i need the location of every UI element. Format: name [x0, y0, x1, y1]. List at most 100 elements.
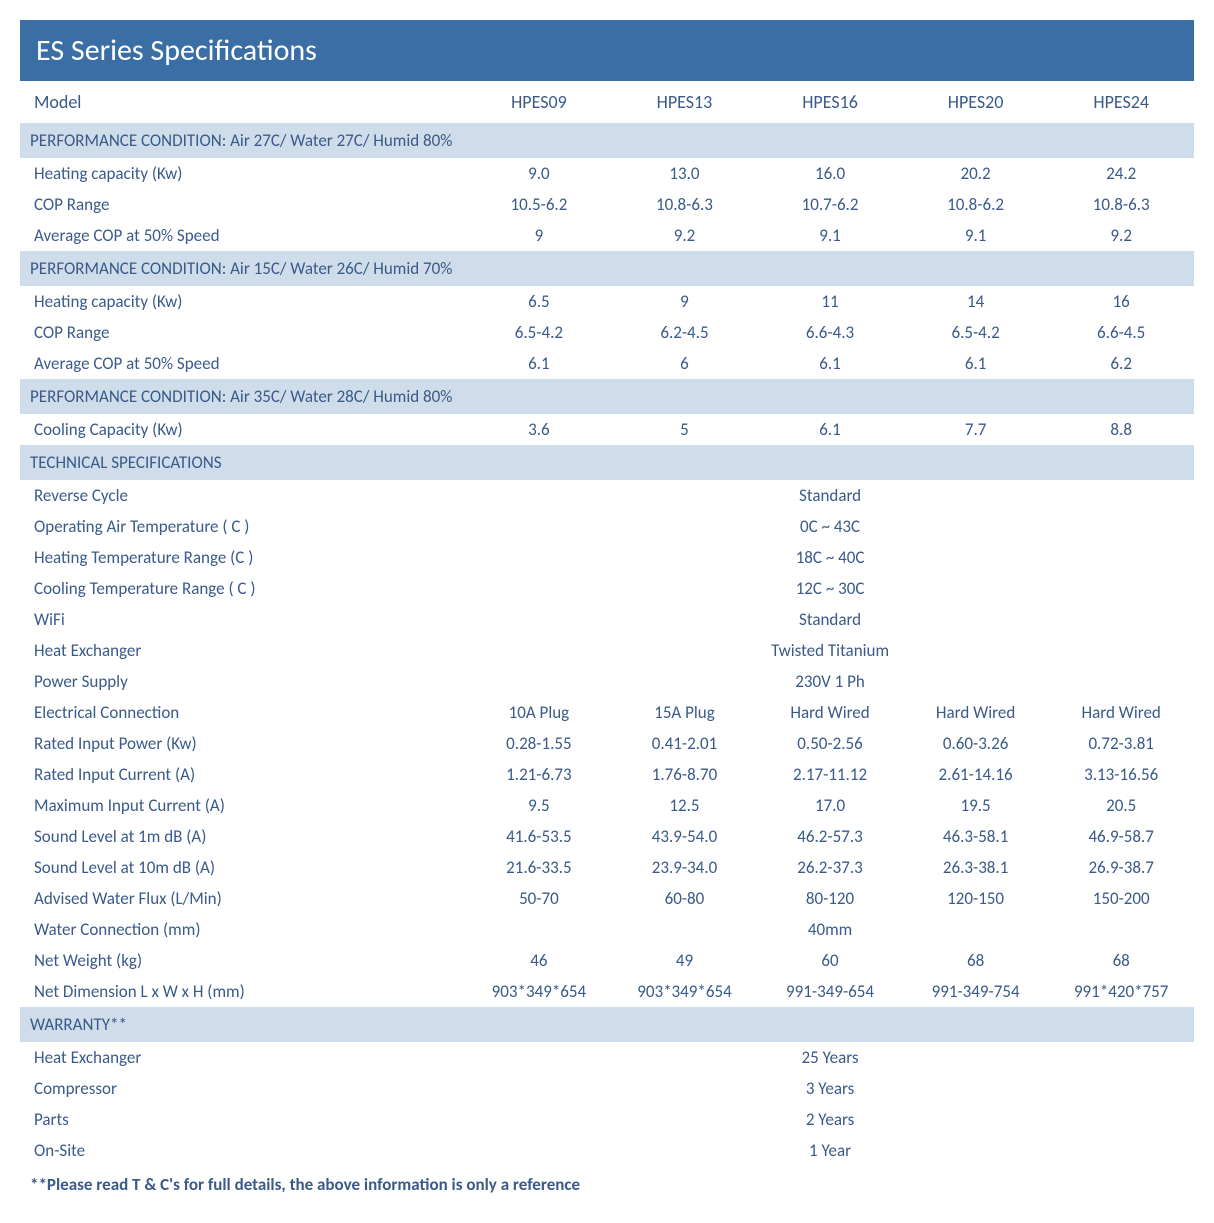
- data-row: Heating capacity (Kw)6.59111416: [20, 286, 1194, 317]
- data-row: Sound Level at 10m dB (A)21.6-33.523.9-3…: [20, 852, 1194, 883]
- row-label: Advised Water Flux (L/Min): [20, 883, 466, 914]
- row-value-2: 11: [757, 286, 903, 317]
- row-value-3: 6.1: [903, 348, 1049, 379]
- data-row: COP Range10.5-6.210.8-6.310.7-6.210.8-6.…: [20, 189, 1194, 220]
- data-row: Sound Level at 1m dB (A)41.6-53.543.9-54…: [20, 821, 1194, 852]
- row-value-1: 6: [612, 348, 758, 379]
- row-value-0: 1.21-6.73: [466, 759, 612, 790]
- row-value-1: 903*349*654: [612, 976, 758, 1007]
- model-column-3: HPES20: [903, 81, 1049, 123]
- data-row: Heat ExchangerTwisted Titanium: [20, 635, 1194, 666]
- row-label: Heating Temperature Range (C ): [20, 542, 466, 573]
- section-heading-text: PERFORMANCE CONDITION: Air 27C/ Water 27…: [20, 123, 1194, 158]
- row-value-3: 120-150: [903, 883, 1049, 914]
- table-title: ES Series Specifications: [20, 20, 1194, 81]
- specifications-table: ES Series SpecificationsModelHPES09HPES1…: [20, 20, 1194, 1203]
- row-value-0: 6.1: [466, 348, 612, 379]
- row-label: Rated Input Current (A): [20, 759, 466, 790]
- table-title-row: ES Series Specifications: [20, 20, 1194, 81]
- section-heading-1: PERFORMANCE CONDITION: Air 15C/ Water 26…: [20, 251, 1194, 286]
- row-label: Sound Level at 10m dB (A): [20, 852, 466, 883]
- row-value-1: 12.5: [612, 790, 758, 821]
- row-value-1: 15A Plug: [612, 697, 758, 728]
- row-span-value: Standard: [466, 604, 1194, 635]
- data-row: Electrical Connection10A Plug15A PlugHar…: [20, 697, 1194, 728]
- row-value-0: 6.5: [466, 286, 612, 317]
- row-value-4: 9.2: [1048, 220, 1194, 251]
- row-value-3: 2.61-14.16: [903, 759, 1049, 790]
- row-value-0: 9.5: [466, 790, 612, 821]
- row-value-3: 68: [903, 945, 1049, 976]
- section-heading-text: TECHNICAL SPECIFICATIONS: [20, 445, 1194, 480]
- row-value-1: 9: [612, 286, 758, 317]
- data-row: Heating Temperature Range (C )18C ~ 40C: [20, 542, 1194, 573]
- data-row: COP Range6.5-4.26.2-4.56.6-4.36.5-4.26.6…: [20, 317, 1194, 348]
- row-value-3: 10.8-6.2: [903, 189, 1049, 220]
- row-value-1: 1.76-8.70: [612, 759, 758, 790]
- row-value-1: 13.0: [612, 158, 758, 189]
- section-heading-0: PERFORMANCE CONDITION: Air 27C/ Water 27…: [20, 123, 1194, 158]
- data-row: Parts2 Years: [20, 1104, 1194, 1135]
- row-value-4: 0.72-3.81: [1048, 728, 1194, 759]
- section-heading-2: PERFORMANCE CONDITION: Air 35C/ Water 28…: [20, 379, 1194, 414]
- row-span-value: 3 Years: [466, 1073, 1194, 1104]
- row-label: Heating capacity (Kw): [20, 286, 466, 317]
- row-value-2: 17.0: [757, 790, 903, 821]
- model-header-row: ModelHPES09HPES13HPES16HPES20HPES24: [20, 81, 1194, 123]
- row-label: On-Site: [20, 1135, 466, 1166]
- data-row: Average COP at 50% Speed99.29.19.19.2: [20, 220, 1194, 251]
- row-span-value: Standard: [466, 480, 1194, 511]
- data-row: Compressor3 Years: [20, 1073, 1194, 1104]
- row-value-3: 991-349-754: [903, 976, 1049, 1007]
- data-row: Rated Input Power (Kw)0.28-1.550.41-2.01…: [20, 728, 1194, 759]
- row-value-0: 0.28-1.55: [466, 728, 612, 759]
- row-label: Average COP at 50% Speed: [20, 220, 466, 251]
- row-label: COP Range: [20, 189, 466, 220]
- row-span-value: 18C ~ 40C: [466, 542, 1194, 573]
- row-label: Water Connection (mm): [20, 914, 466, 945]
- row-label: WiFi: [20, 604, 466, 635]
- data-row: On-Site1 Year: [20, 1135, 1194, 1166]
- row-span-value: Twisted Titanium: [466, 635, 1194, 666]
- row-label: Reverse Cycle: [20, 480, 466, 511]
- row-label: Average COP at 50% Speed: [20, 348, 466, 379]
- model-column-2: HPES16: [757, 81, 903, 123]
- row-span-value: 12C ~ 30C: [466, 573, 1194, 604]
- data-row: Net Weight (kg)4649606868: [20, 945, 1194, 976]
- row-label: Sound Level at 1m dB (A): [20, 821, 466, 852]
- row-value-4: 150-200: [1048, 883, 1194, 914]
- row-value-2: 991-349-654: [757, 976, 903, 1007]
- row-value-0: 9: [466, 220, 612, 251]
- row-value-1: 49: [612, 945, 758, 976]
- row-value-4: 26.9-38.7: [1048, 852, 1194, 883]
- row-value-0: 903*349*654: [466, 976, 612, 1007]
- row-value-2: 16.0: [757, 158, 903, 189]
- row-value-0: 6.5-4.2: [466, 317, 612, 348]
- row-label: Compressor: [20, 1073, 466, 1104]
- row-value-0: 9.0: [466, 158, 612, 189]
- data-row: Water Connection (mm)40mm: [20, 914, 1194, 945]
- row-value-4: 6.6-4.5: [1048, 317, 1194, 348]
- row-value-2: 6.1: [757, 414, 903, 445]
- row-value-2: Hard Wired: [757, 697, 903, 728]
- row-value-1: 5: [612, 414, 758, 445]
- model-column-0: HPES09: [466, 81, 612, 123]
- row-value-4: 46.9-58.7: [1048, 821, 1194, 852]
- row-value-2: 6.6-4.3: [757, 317, 903, 348]
- footnote-text: **Please read T & C's for full details, …: [20, 1166, 1194, 1203]
- row-label: Parts: [20, 1104, 466, 1135]
- row-value-4: 16: [1048, 286, 1194, 317]
- row-value-2: 26.2-37.3: [757, 852, 903, 883]
- row-value-1: 23.9-34.0: [612, 852, 758, 883]
- row-value-1: 0.41-2.01: [612, 728, 758, 759]
- row-value-4: 20.5: [1048, 790, 1194, 821]
- data-row: Power Supply230V 1 Ph: [20, 666, 1194, 697]
- row-span-value: 1 Year: [466, 1135, 1194, 1166]
- data-row: WiFiStandard: [20, 604, 1194, 635]
- data-row: Operating Air Temperature ( C )0C ~ 43C: [20, 511, 1194, 542]
- row-value-3: 0.60-3.26: [903, 728, 1049, 759]
- row-value-2: 2.17-11.12: [757, 759, 903, 790]
- row-value-4: 68: [1048, 945, 1194, 976]
- row-value-3: 20.2: [903, 158, 1049, 189]
- row-value-2: 0.50-2.56: [757, 728, 903, 759]
